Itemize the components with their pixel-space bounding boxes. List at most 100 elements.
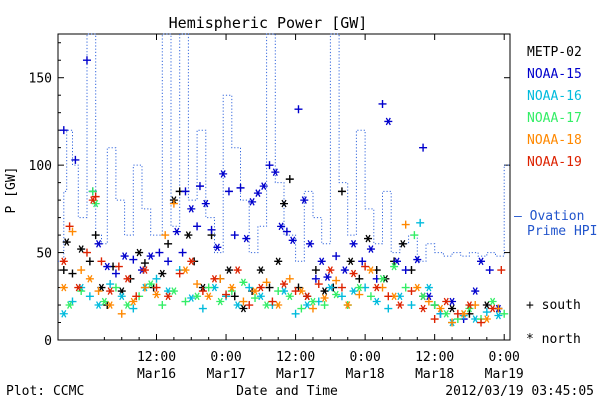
north-data-point (343, 301, 352, 309)
south-data-point (245, 283, 254, 292)
ovation-legend-line2: Prime HPI (527, 224, 597, 239)
south-data-point (358, 257, 367, 266)
south-data-point (68, 297, 77, 306)
north-data-point (482, 301, 491, 309)
south-data-point (71, 155, 80, 164)
south-data-point (85, 292, 94, 301)
south-data-point (97, 257, 106, 266)
north-data-point (77, 245, 86, 253)
series-noaa-19 (59, 192, 506, 327)
south-data-point (111, 283, 120, 292)
north-data-point (59, 257, 68, 266)
north-data-point (372, 297, 381, 306)
north-data-point (384, 117, 393, 126)
north-data-point (253, 189, 262, 197)
south-data-point (198, 287, 207, 296)
south-data-point (204, 283, 213, 292)
south-data-point (77, 287, 86, 296)
south-data-point (164, 239, 173, 248)
north-data-point (227, 283, 236, 292)
north-data-point (398, 240, 407, 248)
south-data-point (285, 274, 294, 283)
legend-entry: NOAA-15 (527, 67, 582, 82)
north-data-point (280, 199, 288, 208)
south-data-point (239, 297, 248, 306)
north-data-point (239, 278, 248, 287)
south-data-point (378, 99, 387, 108)
south-data-point (332, 276, 341, 285)
north-data-point (390, 262, 399, 271)
north-data-point (303, 301, 312, 309)
south-data-point (68, 269, 77, 278)
south-data-point (285, 175, 294, 184)
north-data-point (494, 311, 503, 320)
south-data-point (384, 304, 393, 313)
south-data-point (291, 309, 300, 318)
south-data-point (291, 287, 300, 296)
south-data-point (424, 297, 433, 306)
north-data-point (488, 304, 497, 313)
north-data-point (259, 182, 268, 190)
south-data-point (222, 290, 231, 299)
south-data-point (68, 227, 77, 236)
north-data-point (216, 297, 225, 306)
south-data-point (224, 187, 233, 196)
x-tick-time-label: 12:00 (137, 350, 176, 365)
north-data-point (308, 297, 317, 306)
north-data-point (346, 257, 355, 266)
north-data-point (256, 266, 265, 274)
south-data-point (132, 292, 141, 301)
north-data-point (103, 262, 112, 271)
south-data-point (401, 266, 410, 275)
south-data-point (207, 225, 216, 234)
north-data-point (94, 240, 103, 248)
south-data-point (175, 269, 184, 278)
north-data-point (355, 283, 364, 292)
south-data-point (82, 56, 91, 65)
south-data-point (448, 318, 457, 327)
north-data-point (366, 245, 375, 253)
north-data-point (204, 292, 213, 301)
north-data-point (326, 266, 335, 274)
north-data-point (224, 266, 233, 274)
south-data-point (268, 297, 277, 306)
north-data-point (117, 292, 126, 301)
ovation-prime-hpi-line (58, 33, 510, 262)
plot-frame (57, 33, 511, 341)
south-data-point (320, 301, 329, 310)
south-data-point (198, 304, 207, 313)
south-data-point (59, 126, 68, 135)
x-tick-time-label: 0:00 (349, 350, 380, 365)
south-data-point (94, 287, 103, 296)
north-data-point (419, 304, 428, 313)
south-data-point (106, 280, 115, 289)
south-data-point (140, 259, 149, 268)
series-metp-02 (59, 175, 503, 318)
series-noaa-16 (59, 218, 503, 327)
south-data-point (337, 187, 346, 196)
south-data-point (158, 301, 167, 310)
x-tick-date-label: Mar18 (346, 367, 385, 382)
legend: METP-02 NOAA-15 NOAA-16 NOAA-17 NOAA-18 NOAA-… (527, 45, 582, 170)
north-data-point (323, 273, 332, 281)
north-data-point (288, 236, 297, 245)
north-data-point (340, 266, 349, 274)
north-data-point (181, 266, 190, 274)
north-data-point (419, 292, 428, 301)
north-data-point (213, 243, 222, 252)
north-data-point (184, 231, 193, 239)
south-data-point (88, 187, 97, 196)
south-data-point (401, 220, 410, 229)
south-data-point (337, 292, 346, 301)
north-data-point (65, 301, 74, 309)
north-data-point (306, 240, 315, 248)
north-data-point (256, 292, 265, 301)
south-data-point (384, 292, 393, 301)
legend-entry: NOAA-17 (527, 111, 582, 126)
south-data-point (91, 231, 100, 240)
legend-entry: NOAA-16 (527, 89, 582, 104)
north-data-point (193, 292, 202, 301)
south-data-point (332, 252, 341, 261)
north-data-point (233, 301, 242, 309)
north-data-point (349, 269, 358, 278)
